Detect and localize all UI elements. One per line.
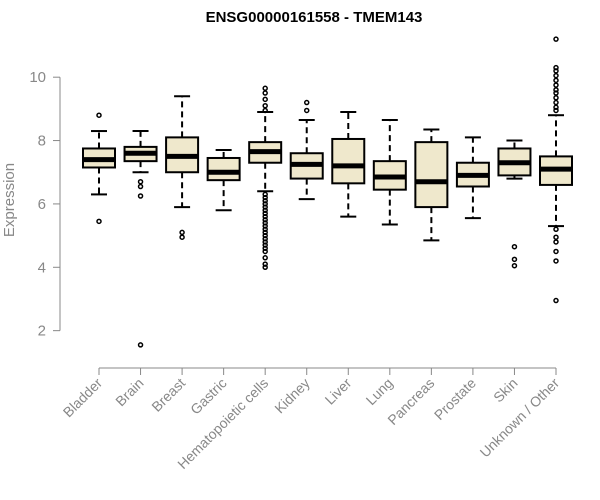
x-category-label: Brain [112,375,146,409]
outlier-point [262,204,268,210]
x-category-label: Unknown / Other [477,375,563,461]
chart-title: ENSG00000161558 - TMEM143 [206,9,423,26]
box-lung [372,118,407,226]
outlier-point [553,68,559,74]
outlier-point [96,218,102,225]
outlier-point [553,87,559,93]
box-brain [123,130,158,348]
outlier-point [262,232,268,239]
iqr-box [414,141,449,209]
box-kidney [289,99,324,201]
iqr-box [206,156,241,182]
x-category-label: Lung [363,375,396,408]
outlier-point [553,99,559,106]
outlier-point [262,242,268,248]
outlier-point [553,248,559,255]
x-category-label: Liver [322,375,355,408]
outlier-point [262,226,268,233]
y-tick-label: 10 [29,69,46,86]
outlier-point [179,229,185,236]
y-tick-label: 8 [38,133,46,150]
outlier-point [262,245,268,252]
outlier-point [262,107,268,114]
outlier-point [262,239,268,245]
outlier-point [137,178,144,185]
outlier-point [553,72,559,79]
outlier-point [553,239,559,245]
outlier-point [553,226,559,233]
outlier-point [262,198,268,204]
outlier-point [303,99,310,106]
x-category-label: Prostate [431,375,479,423]
outlier-point [262,261,268,267]
outlier-point [262,220,268,226]
outlier-point [553,90,559,96]
outlier-point [553,95,559,101]
iqr-box [331,137,366,185]
box-hematopoietic-cells [248,85,283,271]
box-breast [165,95,200,240]
box-pancreas [414,128,449,242]
outlier-point [262,207,268,214]
outlier-point [553,104,559,111]
outlier-point [262,213,268,220]
outlier-point [511,262,518,269]
box-bladder [82,112,116,225]
outlier-point [262,191,268,198]
box-unknown-other [539,36,573,304]
y-axis-label: Expression [1,163,18,237]
outlier-point [137,193,144,199]
outlier-point [262,217,268,223]
outlier-point [553,107,559,114]
outlier-point [262,96,268,103]
y-tick-label: 6 [38,196,46,213]
outlier-point [96,112,102,118]
outlier-point [262,255,268,261]
outlier-point [511,256,518,263]
y-axis: 2 4 6 8 10 [29,69,61,340]
outlier-point [553,64,559,71]
outlier-point [262,223,268,229]
x-category-label: Skin [490,375,521,406]
outlier-point [553,82,559,88]
outlier-point [137,342,144,348]
outlier-point [262,102,268,109]
outlier-point [553,258,559,264]
outlier-point [262,264,268,271]
box-skin [497,139,532,269]
outlier-point [262,90,268,96]
box-liver [331,111,366,218]
outlier-point [262,85,268,92]
outlier-point [553,234,559,240]
x-category-label: Breast [148,375,188,415]
outlier-point [553,36,559,42]
y-tick-label: 2 [38,323,46,340]
outlier-point [553,77,559,84]
outlier-point [262,201,268,207]
outlier-point [262,248,268,255]
outlier-point [137,183,144,190]
outlier-point [303,107,310,114]
outlier-point [179,234,185,240]
outlier-point [553,297,559,304]
box-series [82,36,573,348]
box-prostate [455,136,490,220]
outlier-point [262,194,268,201]
outlier-point [262,210,268,217]
x-category-label: Kidney [271,375,313,417]
box-gastric [206,149,241,212]
x-category-label: Bladder [60,375,106,421]
outlier-point [511,243,518,250]
outlier-point [262,236,268,242]
outlier-point [262,229,268,236]
y-tick-label: 4 [38,259,46,276]
